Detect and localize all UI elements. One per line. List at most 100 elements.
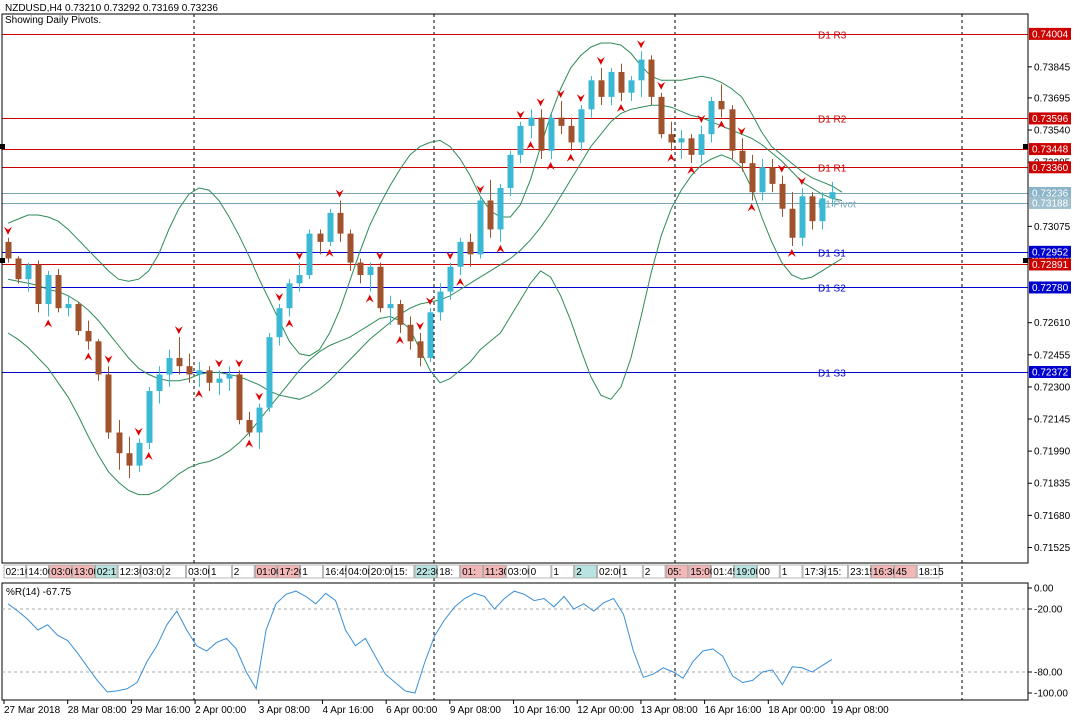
price-tick-label: 0.71525 [1034, 543, 1071, 554]
time-tick-label: 13 Apr 08:00 [641, 705, 698, 716]
pivot-label: D1 S1 [818, 249, 846, 260]
fractal-down-arrow [687, 166, 696, 175]
wpr-tick-label: -20.00 [1034, 605, 1063, 616]
indicator-pane-border [1, 582, 1029, 701]
session-label: 02:00 [599, 567, 624, 578]
fractal-down-arrow [496, 244, 505, 253]
candle-bull [136, 442, 143, 466]
session-label: 23:15 [850, 567, 875, 578]
fractal-up-arrow [536, 98, 545, 107]
session-cell [916, 564, 940, 579]
candle-bear [558, 117, 565, 126]
session-cell [49, 564, 72, 579]
session-cell [620, 564, 643, 579]
fractal-up-arrow [777, 164, 786, 173]
session-cell [26, 564, 49, 579]
session-label: 03:00 [51, 567, 76, 578]
candle-bear [347, 233, 354, 263]
fractal-down-arrow [44, 319, 53, 328]
candle-bull [25, 264, 32, 280]
time-tick-label: 4 Apr 16:00 [322, 705, 374, 716]
session-cell [483, 564, 506, 579]
price-badge-label: 0.73360 [1032, 163, 1069, 174]
session-cell [894, 564, 917, 579]
candle-bear [688, 138, 695, 155]
pivot-lines: D1 R3 D1 R2 D1 R1 D1 Pivot D1 S1 D1 S2 D1 S3 [2, 31, 1028, 380]
price-tick-label: 0.73845 [1034, 62, 1071, 73]
candle-bear [85, 330, 92, 342]
time-tick-label: 2 Apr 00:00 [195, 705, 247, 716]
candle-bull [608, 72, 615, 97]
fractal-up-arrow [134, 427, 143, 436]
candle-bear [246, 420, 253, 433]
price-tick-label: 0.73540 [1034, 126, 1071, 137]
candle-bull [306, 233, 313, 276]
session-label: 1 [553, 567, 559, 578]
session-label: 15:00 [690, 567, 715, 578]
candle-bull [256, 407, 263, 433]
candle-bull [156, 374, 163, 392]
session-cell [734, 564, 757, 579]
session-label: 05: [668, 567, 682, 578]
fractal-down-arrow [84, 352, 93, 361]
candle-bull [45, 275, 52, 305]
session-label: 22:30 [416, 567, 441, 578]
session-label: 2 [165, 567, 171, 578]
session-cell [414, 564, 438, 579]
session-label: 11:30 [485, 567, 510, 578]
level-marker [0, 144, 5, 149]
fractal-up-arrow [426, 297, 435, 306]
session-cell [597, 564, 620, 579]
candle-bull [276, 308, 283, 338]
williams-r-pane: 0.00 -20.00 -80.00 -100.00 [2, 584, 1068, 700]
session-cell [460, 564, 483, 579]
candle-bull [799, 196, 806, 238]
session-label: 03:00 [188, 567, 213, 578]
session-cell [665, 564, 689, 579]
candle-bear [75, 304, 82, 331]
price-badge [1029, 258, 1071, 271]
candle-bear [206, 370, 213, 383]
session-label: 01:00 [257, 567, 282, 578]
bollinger-upper [7, 42, 843, 357]
candle-bull [166, 357, 173, 375]
candle-bull [548, 117, 555, 151]
pivot-subtitle: Showing Daily Pivots. [5, 15, 102, 26]
time-tick-label: 18 Apr 00:00 [768, 705, 825, 716]
candle-bear [809, 196, 816, 222]
session-label: 17:30 [805, 567, 830, 578]
candle-bear [417, 341, 424, 358]
session-cell [551, 564, 575, 579]
bollinger-lower [7, 154, 843, 496]
level-marker [1023, 258, 1028, 263]
session-cell [3, 564, 27, 579]
fractal-up-arrow [4, 226, 12, 235]
candle-bear [658, 96, 665, 135]
candle-bear [668, 134, 675, 143]
pivot-label: D1 R2 [818, 115, 847, 126]
candle-bear [729, 109, 736, 151]
candle-bear [35, 264, 42, 305]
candle-bear [769, 167, 776, 184]
candle-bull [65, 304, 72, 309]
session-label: 04:00 [348, 567, 373, 578]
price-badge [1029, 112, 1071, 125]
fractal-down-arrow [546, 162, 555, 171]
price-badge-label: 0.73188 [1032, 198, 1069, 209]
candle-bull [477, 200, 484, 255]
session-label: 01:45 [713, 567, 738, 578]
fractal-up-arrow [446, 251, 455, 260]
level-marker [0, 258, 5, 263]
candle-bear [95, 341, 102, 375]
session-label: 13:00 [74, 567, 99, 578]
main-pane-border [1, 13, 1029, 564]
candle-bull [528, 117, 535, 126]
time-tick-label: 12 Apr 00:00 [577, 705, 634, 716]
candle-bull [588, 80, 595, 110]
session-cell [642, 564, 666, 579]
price-tick-label: 0.72455 [1034, 350, 1071, 361]
symbol-ohlc-line: NZDUSD,H4 0.73210 0.73292 0.73169 0.7323… [5, 3, 218, 14]
fractal-up-arrow [215, 359, 224, 368]
session-label: 15: [394, 567, 408, 578]
